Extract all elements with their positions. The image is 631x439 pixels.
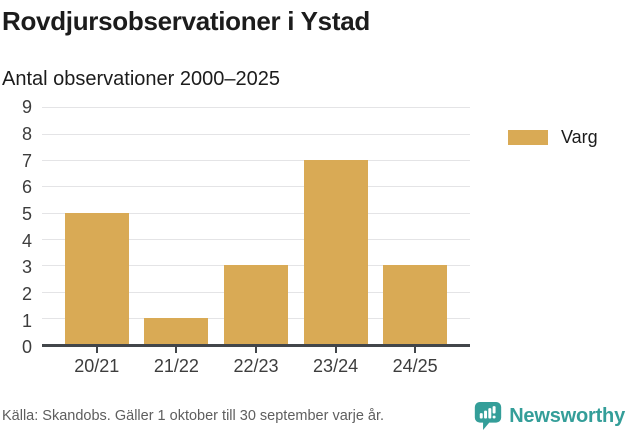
x-tick-label: 20/21: [74, 356, 120, 377]
x-tick: [414, 347, 417, 354]
x-tick-label: 24/25: [392, 356, 438, 377]
y-axis-labels: 0 1 2 3 4 5 6 7 8 9: [2, 97, 38, 357]
gridline: [42, 238, 470, 240]
y-tick-label: 4: [21, 230, 32, 251]
gridline: [42, 159, 470, 161]
x-tick-slot: [296, 347, 376, 354]
x-tick: [175, 347, 178, 354]
bar-22/23: [223, 265, 288, 345]
gridline: [42, 133, 470, 135]
newsworthy-logo-icon: [474, 401, 502, 431]
x-tick-slot: [137, 347, 217, 354]
plot-area: [42, 107, 470, 348]
bar-24/25: [383, 265, 448, 345]
x-tick-slot: [57, 347, 137, 354]
x-tick: [254, 347, 257, 354]
y-tick-label: 1: [21, 310, 32, 331]
x-tick: [334, 347, 337, 354]
y-tick-label: 6: [21, 177, 32, 198]
bar-slot: [57, 107, 137, 345]
x-axis-ticks: [42, 347, 470, 354]
y-tick-label: 3: [21, 257, 32, 278]
y-tick-label: 5: [21, 203, 32, 224]
footer: Källa: Skandobs. Gäller 1 oktober till 3…: [2, 401, 625, 435]
bar-20/21: [64, 212, 129, 345]
bar-slot: [137, 107, 217, 345]
x-tick-label: 22/23: [233, 356, 279, 377]
newsworthy-wordmark: Newsworthy: [509, 404, 625, 427]
chart-subtitle: Antal observationer 2000–2025: [2, 68, 280, 91]
chart-section: 0 1 2 3 4 5 6 7 8 9 20/21 21/22 22/23 23/24 24/25 Var…: [2, 97, 625, 377]
y-tick-label: 8: [21, 123, 32, 144]
newsworthy-brand: Newsworthy: [474, 401, 625, 431]
y-tick-label: 0: [21, 337, 32, 358]
gridline: [42, 186, 470, 188]
x-tick-label: 21/22: [153, 356, 199, 377]
y-tick-label: 9: [21, 97, 32, 118]
chart-title: Rovdjursobservationer i Ystad: [2, 6, 370, 36]
x-tick: [95, 347, 98, 354]
x-tick-slot: [216, 347, 296, 354]
y-tick-label: 2: [21, 283, 32, 304]
x-tick-slot: [375, 347, 455, 354]
bars-row: [57, 107, 455, 345]
plot-wrap: 0 1 2 3 4 5 6 7 8 9 20/21 21/22 22/23 23/24 24/25: [2, 97, 470, 377]
y-tick-label: 7: [21, 150, 32, 171]
bar-23/24: [303, 159, 368, 345]
legend: Varg: [508, 127, 598, 148]
bar-21/22: [144, 317, 209, 345]
bar-slot: [216, 107, 296, 345]
gridline: [42, 212, 470, 214]
bar-slot: [375, 107, 455, 345]
bar-slot: [296, 107, 376, 345]
gridline: [42, 107, 470, 109]
legend-label-varg: Varg: [561, 127, 598, 148]
x-tick-label: 23/24: [313, 356, 359, 377]
legend-swatch-varg: [508, 130, 548, 146]
source-note: Källa: Skandobs. Gäller 1 oktober till 3…: [2, 408, 385, 424]
x-axis-labels: 20/21 21/22 22/23 23/24 24/25: [42, 356, 470, 377]
